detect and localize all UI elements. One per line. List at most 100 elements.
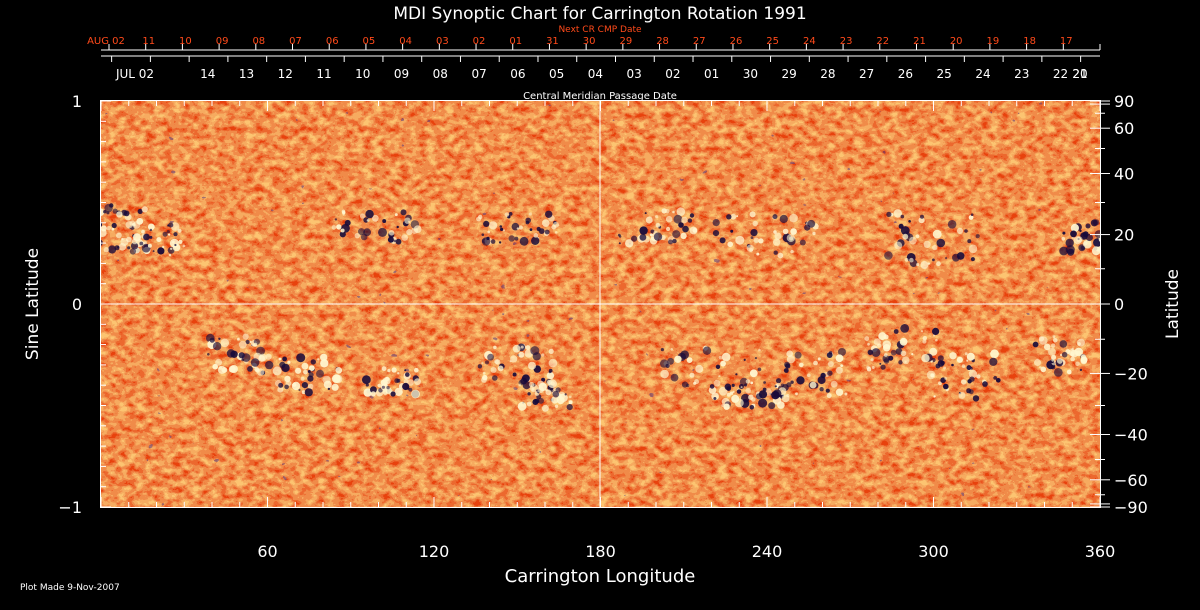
negative-flux-spot (1082, 231, 1089, 238)
negative-flux-spot (735, 373, 738, 376)
negative-flux-spot (250, 358, 260, 367)
positive-flux-spot (966, 352, 975, 361)
negative-flux-spot (129, 248, 136, 255)
positive-flux-spot (546, 371, 555, 380)
positive-flux-spot (277, 386, 284, 393)
cmp-tick-label: 01 (704, 67, 719, 81)
negative-flux-spot (477, 364, 483, 369)
next-cr-tick-label: 23 (840, 36, 853, 47)
negative-flux-spot (1059, 340, 1068, 348)
negative-flux-spot (529, 228, 533, 232)
y-left-axis-label: Sine Latitude (23, 248, 43, 360)
next-cr-tick-label: 29 (619, 36, 632, 47)
negative-flux-spot (1106, 221, 1111, 226)
positive-flux-spot (537, 386, 544, 394)
negative-flux-spot (639, 226, 648, 235)
positive-flux-spot (242, 333, 249, 340)
positive-flux-spot (790, 249, 794, 254)
positive-flux-spot (916, 263, 920, 267)
positive-flux-spot (894, 241, 903, 250)
positive-flux-spot (481, 362, 484, 365)
negative-flux-spot (281, 363, 290, 373)
positive-flux-spot (1076, 236, 1083, 243)
next-cr-tick-label: 17 (1060, 36, 1073, 47)
positive-flux-spot (933, 395, 936, 398)
next-cr-tick-label: 06 (326, 36, 339, 47)
positive-flux-spot (490, 367, 497, 373)
negative-flux-spot (890, 349, 897, 356)
positive-flux-spot (215, 358, 223, 366)
negative-flux-spot (828, 351, 833, 355)
positive-flux-spot (735, 235, 745, 245)
negative-flux-spot (327, 387, 331, 391)
negative-flux-spot (883, 358, 890, 364)
negative-flux-spot (166, 230, 170, 234)
negative-flux-spot (967, 239, 972, 244)
y-left-tick-label: 0 (72, 295, 82, 314)
positive-flux-spot (162, 245, 165, 249)
negative-flux-spot (702, 346, 712, 355)
negative-flux-spot (130, 242, 139, 250)
positive-flux-spot (713, 379, 721, 387)
negative-flux-spot (552, 390, 560, 398)
negative-flux-spot (481, 233, 485, 236)
negative-flux-spot (945, 257, 948, 260)
negative-flux-spot (1106, 230, 1108, 232)
negative-flux-spot (545, 210, 553, 218)
positive-flux-spot (292, 382, 297, 387)
negative-flux-spot (1079, 368, 1083, 372)
negative-flux-spot (893, 329, 899, 334)
positive-flux-spot (799, 362, 804, 368)
next-cr-tick-label: 28 (656, 36, 669, 47)
negative-flux-spot (362, 375, 371, 385)
positive-flux-spot (397, 372, 400, 375)
negative-flux-spot (639, 234, 647, 241)
positive-flux-spot (749, 211, 756, 218)
positive-flux-spot (407, 379, 414, 386)
positive-flux-spot (331, 225, 337, 230)
negative-flux-spot (1093, 238, 1100, 247)
cmp-tick-label: 08 (433, 67, 448, 81)
positive-flux-spot (518, 225, 523, 230)
positive-flux-spot (693, 381, 697, 385)
positive-flux-spot (300, 376, 305, 381)
negative-flux-spot (301, 382, 308, 389)
positive-flux-spot (220, 338, 230, 348)
positive-flux-spot (487, 230, 491, 234)
positive-flux-spot (525, 345, 531, 350)
positive-flux-spot (336, 224, 342, 230)
negative-flux-spot (932, 258, 935, 262)
negative-flux-spot (796, 376, 805, 385)
negative-flux-spot (785, 363, 791, 369)
negative-flux-spot (966, 365, 972, 371)
positive-flux-spot (921, 354, 930, 363)
positive-flux-spot (753, 237, 760, 244)
negative-flux-spot (749, 405, 755, 410)
negative-flux-spot (245, 339, 250, 345)
negative-flux-spot (282, 356, 287, 362)
negative-flux-spot (619, 235, 622, 238)
negative-flux-spot (525, 220, 530, 225)
x-axis: 60 120 180 240 300 360 (100, 101, 1115, 561)
positive-flux-spot (740, 386, 743, 389)
positive-flux-spot (883, 353, 888, 357)
negative-flux-spot (964, 229, 968, 233)
positive-flux-spot (720, 360, 726, 367)
negative-flux-spot (307, 370, 311, 373)
negative-flux-spot (247, 366, 253, 372)
negative-flux-spot (404, 369, 407, 372)
negative-flux-spot (365, 209, 374, 219)
positive-flux-spot (559, 393, 568, 403)
negative-flux-spot (339, 231, 346, 238)
positive-flux-spot (229, 365, 238, 373)
next-cr-tick-label: 05 (363, 36, 376, 47)
positive-flux-spot (932, 229, 942, 239)
negative-flux-spot (370, 386, 377, 394)
positive-flux-spot (729, 391, 734, 395)
positive-flux-spot (382, 389, 386, 393)
positive-flux-spot (809, 381, 817, 389)
negative-flux-spot (743, 358, 746, 361)
cmp-tick-label: 20 (1072, 67, 1087, 81)
y-right-tick-label: −20 (1114, 364, 1148, 383)
positive-flux-spot (904, 258, 909, 262)
